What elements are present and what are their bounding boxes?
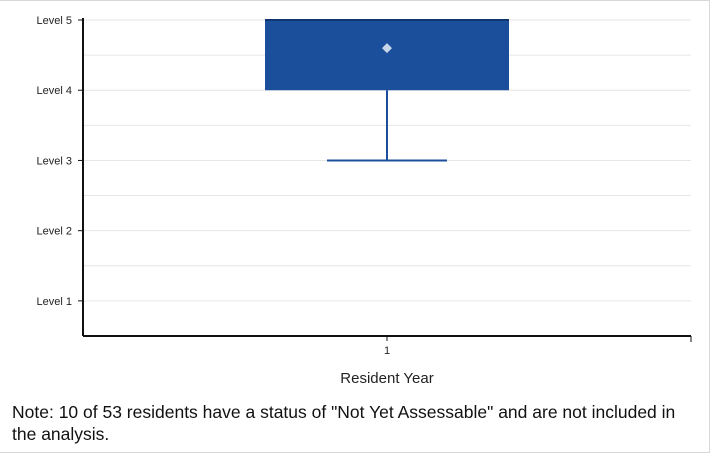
y-tick-label: Level 3 (37, 155, 72, 167)
mean-marker (382, 43, 392, 54)
box-series (265, 19, 509, 162)
y-axis-ticks: Level 1 Level 2 Level 3 Level 4 Level 5 (37, 15, 83, 308)
x-axis-ticks: 1 (384, 336, 692, 357)
x-axis-title: Resident Year (340, 370, 433, 387)
y-tick-label: Level 2 (37, 226, 72, 238)
x-tick-label: 1 (384, 345, 390, 357)
y-tick-label: Level 1 (37, 296, 72, 308)
box-plot-item (265, 19, 509, 162)
y-tick-label: Level 5 (37, 15, 72, 27)
interquartile-box (265, 20, 509, 91)
box-plot-chart: Level 1 Level 2 Level 3 Level 4 Level 5 1 Re… (37, 15, 692, 387)
analysis-note: Note: 10 of 53 residents have a status o… (12, 402, 676, 444)
y-tick-label: Level 4 (37, 85, 72, 97)
